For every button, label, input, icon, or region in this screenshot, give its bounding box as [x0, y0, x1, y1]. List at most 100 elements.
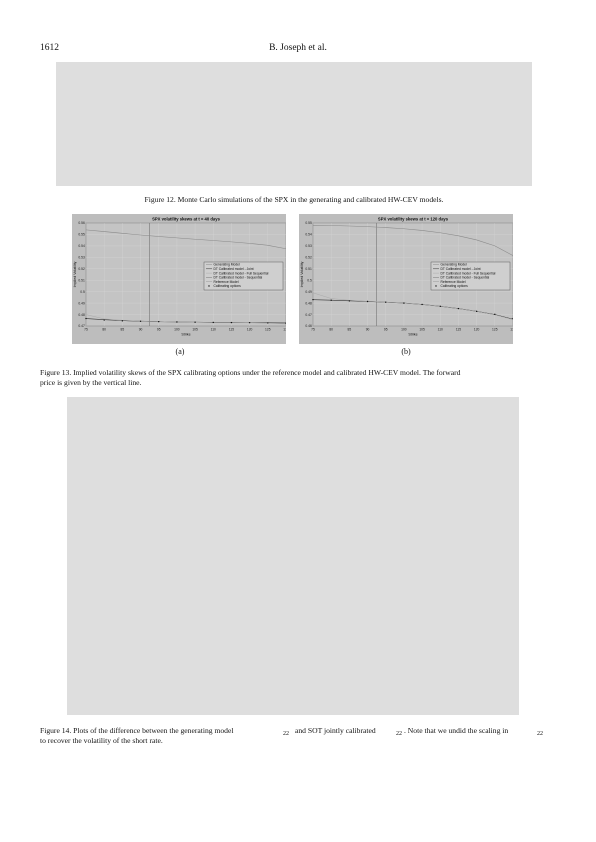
figure-14-image [67, 397, 519, 715]
chart-b-y-axis-label: Implied Volatility [300, 261, 304, 287]
chart-b-calibrating-option-point [421, 303, 423, 306]
figure-14-caption-part-2: and SOT jointly calibrated [295, 726, 376, 735]
chart-a-calibrating-option-point [176, 321, 178, 323]
chart-a-x-tick-label: 75 [84, 328, 88, 332]
chart-a-y-tick-label: 0.5 [80, 290, 85, 294]
chart-b-legend-entry: Calibrating options [441, 284, 469, 288]
chart-b-y-tick-label: 0.54 [305, 233, 312, 237]
chart-a-legend-entry: Reference Model [214, 280, 239, 284]
chart-b-y-tick-label: 0.49 [305, 290, 312, 294]
chart-b-x-tick-label: 130 [510, 328, 513, 332]
figure-13-caption-line-1: Figure 13. Implied volatility skews of t… [40, 368, 461, 377]
chart-a-calibrating-option-point [85, 317, 87, 320]
chart-b-title: SPX volatility skews at t = 120 days [378, 217, 449, 222]
chart-b-legend-entry: DT Calibrated model - Full Sequential [441, 271, 496, 275]
chart-b-calibrating-option-point [494, 313, 496, 316]
chart-b-x-tick-label: 85 [348, 328, 352, 332]
chart-b-panel: SPX volatility skews at t = 120 days 0.46… [299, 214, 513, 344]
figure-12-image [56, 62, 532, 186]
chart-b-calibrating-option-point [348, 300, 351, 302]
chart-b-x-tick-label: 80 [329, 328, 333, 332]
chart-a-x-tick-label: 110 [211, 328, 216, 332]
chart-a-x-tick-label: 80 [102, 328, 106, 332]
chart-a-y-tick-label: 0.47 [78, 324, 85, 328]
chart-b-legend-box [430, 261, 511, 291]
chart-a-calibrating-option-point [139, 320, 142, 323]
chart-a-calibrating-option-point [121, 320, 124, 322]
figure-14-caption-line-2: to recover the volatility of the short r… [40, 736, 163, 745]
chart-a-calibrating-option-point [158, 320, 160, 323]
running-header-authors: B. Joseph et al. [269, 43, 327, 53]
chart-b-calibrating-option-point [366, 300, 369, 303]
chart-b-calibrating-option-point [439, 305, 441, 308]
chart-b-y-tick-label: 0.47 [305, 313, 312, 317]
chart-a-y-tick-label: 0.55 [78, 233, 85, 237]
chart-a-y-tick-label: 0.51 [78, 278, 85, 282]
chart-b-calibrating-option-point [385, 301, 387, 303]
chart-b-series-line-1 [312, 225, 513, 256]
figure-13-caption-line-2: price is given by the vertical line. [40, 378, 142, 387]
chart-b-x-tick-label: 120 [474, 328, 480, 332]
chart-b-series-line-3 [312, 292, 513, 320]
page-number: 1612 [40, 43, 59, 53]
chart-b-y-tick-label: 0.46 [305, 324, 312, 328]
chart-a-calibrating-option-point [212, 321, 214, 324]
chart-b-legend-entry: DT Calibrated model - Joint [441, 267, 481, 271]
chart-b-x-tick-label: 125 [492, 328, 498, 332]
chart-a-series-line-1 [85, 229, 286, 250]
chart-a-y-tick-label: 0.56 [78, 221, 85, 225]
chart-a-y-axis-label: Implied Volatility [73, 261, 77, 287]
chart-a-x-tick-label: 100 [174, 328, 180, 332]
chart-a-legend-entry: DT Calibrated model - Sequential [214, 276, 263, 280]
chart-b-legend-entry: Reference Model [441, 280, 466, 284]
chart-a-y-tick-label: 0.53 [78, 256, 85, 260]
chart-a-title: SPX volatility skews at t = 40 days [152, 217, 221, 222]
chart-a-calibrating-option-point [285, 322, 286, 324]
chart-b-calibrating-option-point [403, 302, 405, 304]
chart-b-calibrating-option-point [475, 310, 478, 313]
subscript-22-c: 22 [537, 731, 543, 737]
chart-a-y-tick-label: 0.49 [78, 301, 85, 305]
chart-a-y-tick-label: 0.48 [78, 313, 85, 317]
chart-a-legend-entry: DT Calibrated model - Full Sequential [214, 271, 269, 275]
chart-a-x-tick-label: 125 [265, 328, 271, 332]
chart-b-legend-entry: DT Calibrated model - Sequential [441, 276, 490, 280]
chart-a-legend-swatch [208, 285, 210, 287]
chart-b-x-tick-label: 100 [401, 328, 407, 332]
chart-a-x-tick-label: 120 [247, 328, 253, 332]
chart-a-calibrating-option-point [103, 319, 105, 321]
chart-b-calibrating-option-point [512, 317, 513, 320]
chart-a: SPX volatility skews at t = 40 days 0.47 0… [73, 217, 286, 337]
chart-a-x-tick-label: 85 [121, 328, 125, 332]
chart-a-legend-entry: Generating Model [214, 263, 240, 267]
chart-b-x-tick-label: 110 [438, 328, 443, 332]
figure-12-caption: Figure 12. Monte Carlo simulations of th… [144, 195, 444, 204]
subfigure-label-a: (a) [175, 347, 185, 356]
chart-a-legend-entry: DT Calibrated model - Joint [214, 267, 254, 271]
figure-14-caption-part-1: Figure 14. Plots of the difference betwe… [40, 726, 234, 735]
chart-b-x-tick-label: 95 [384, 328, 388, 332]
chart-a-x-tick-label: 90 [139, 328, 143, 332]
chart-a-x-tick-label: 115 [229, 328, 234, 332]
chart-b-calibrating-option-point [457, 307, 460, 310]
subscript-22-b: 22 [396, 731, 402, 737]
figure-14-caption-part-3: . Note that we undid the scaling in [404, 726, 509, 735]
chart-a-x-tick-label: 95 [157, 328, 161, 332]
chart-a-y-tick-label: 0.54 [78, 244, 85, 248]
chart-b-y-tick-label: 0.55 [305, 221, 312, 225]
chart-b-y-tick-label: 0.5 [307, 278, 312, 282]
chart-b-y-tick-label: 0.53 [305, 244, 312, 248]
chart-b-legend-entry: Generating Model [441, 263, 467, 267]
chart-a-calibrating-option-point [267, 322, 269, 324]
chart-a-x-axis-label: Strike [181, 333, 190, 337]
chart-b-x-tick-label: 115 [456, 328, 461, 332]
chart-b-x-tick-label: 75 [311, 328, 315, 332]
chart-b-calibrating-option-point [330, 299, 332, 301]
subfigure-label-b: (b) [401, 347, 411, 356]
chart-b: SPX volatility skews at t = 120 days 0.46… [300, 217, 513, 337]
chart-a-legend-entry: Calibrating options [214, 284, 242, 288]
chart-b-legend-swatch [435, 285, 437, 287]
chart-a-legend-box [203, 261, 284, 291]
chart-b-y-tick-label: 0.48 [305, 301, 312, 305]
chart-a-series-line-3 [85, 314, 286, 325]
